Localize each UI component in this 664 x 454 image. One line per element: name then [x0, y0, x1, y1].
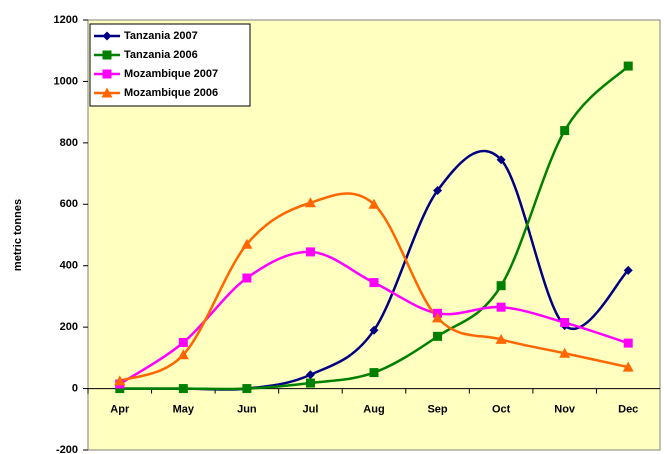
x-tick-label: Jul — [302, 403, 318, 415]
marker — [177, 349, 189, 360]
y-tick-label: -200 — [56, 444, 78, 454]
marker — [559, 347, 571, 358]
x-tick-label: Sep — [427, 403, 447, 415]
x-tick-label: Jun — [237, 403, 257, 415]
marker — [305, 370, 315, 380]
x-tick-label: Aug — [363, 403, 384, 415]
y-tick-label: 1000 — [54, 75, 78, 87]
marker — [102, 31, 112, 41]
legend-label: Tanzania 2006 — [124, 49, 198, 61]
marker — [560, 126, 570, 136]
x-tick-label: Nov — [554, 403, 576, 415]
marker — [496, 281, 506, 291]
marker — [623, 265, 633, 275]
marker — [178, 384, 188, 394]
marker — [433, 331, 443, 341]
marker — [369, 325, 379, 335]
marker — [304, 197, 316, 208]
y-tick-label: 1200 — [54, 14, 78, 26]
marker — [496, 302, 506, 312]
marker — [242, 384, 252, 394]
marker — [623, 61, 633, 71]
marker — [101, 87, 113, 98]
marker — [369, 368, 379, 378]
x-tick-label: Apr — [110, 403, 130, 415]
marker — [242, 273, 252, 283]
legend-label: Mozambique 2006 — [124, 87, 218, 99]
marker — [622, 361, 634, 372]
legend-label: Mozambique 2007 — [124, 68, 218, 80]
marker — [495, 333, 507, 344]
marker — [102, 69, 112, 79]
y-tick-label: 0 — [72, 382, 78, 394]
marker — [432, 312, 444, 323]
marker — [241, 238, 253, 249]
marker — [496, 155, 506, 165]
marker — [369, 278, 379, 288]
marker — [368, 198, 380, 209]
line — [119, 65, 630, 391]
legend-label: Tanzania 2007 — [124, 30, 198, 42]
y-tick-label: 200 — [60, 321, 78, 333]
marker — [305, 247, 315, 257]
y-tick-label: 400 — [60, 260, 78, 272]
marker — [114, 375, 126, 386]
marker — [115, 384, 125, 394]
x-tick-label: Oct — [492, 403, 511, 415]
marker — [433, 185, 443, 195]
marker — [623, 338, 633, 348]
y-tick-label: 600 — [60, 198, 78, 210]
y-axis-label: metric tonnes — [12, 199, 24, 271]
y-tick-label: 800 — [60, 137, 78, 149]
marker — [102, 50, 112, 60]
x-tick-label: Dec — [618, 403, 638, 415]
x-tick-label: May — [173, 403, 195, 415]
marker — [560, 318, 570, 328]
marker — [178, 338, 188, 347]
marker — [305, 378, 315, 388]
